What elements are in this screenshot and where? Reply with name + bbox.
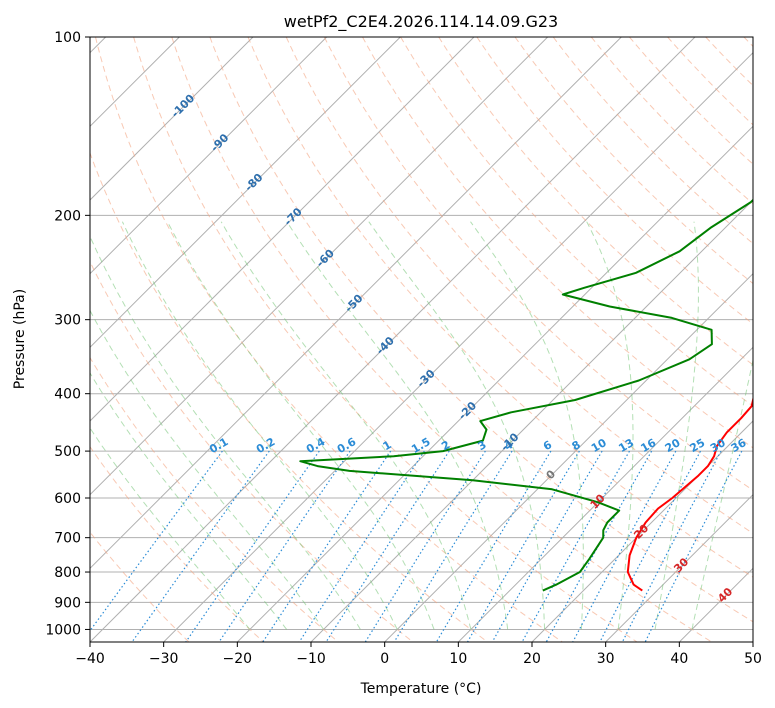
mixing-ratio-line [621, 450, 722, 642]
dry-adiabat-line [171, 37, 712, 642]
y-tick-label: 300 [54, 313, 81, 329]
moist-adiabat-line [90, 235, 361, 630]
isotherm-line [163, 51, 753, 642]
mixing-ratio-line [185, 450, 320, 642]
mixing-ratio-line [435, 450, 552, 642]
y-tick-label: 400 [54, 387, 81, 403]
y-tick-label: 800 [54, 565, 81, 581]
moist-adiabat-line [470, 221, 584, 630]
x-tick-label: 40 [670, 651, 688, 667]
moist-adiabat-line [90, 309, 324, 630]
dry-adiabat-line [400, 37, 753, 407]
dry-adiabat-line [552, 37, 753, 245]
moist-adiabat-line [121, 221, 398, 630]
mixing-ratio-line [218, 450, 351, 642]
x-tick-label: −40 [75, 651, 105, 667]
isotherm-line [531, 420, 753, 642]
y-tick-label: 700 [54, 531, 81, 547]
y-tick-label: 600 [54, 491, 81, 507]
dry-adiabat-line [90, 445, 264, 642]
dry-adiabat-line [90, 356, 339, 642]
x-tick-label: 10 [449, 651, 467, 667]
dry-adiabat-line [285, 37, 753, 534]
moist-adiabat-line [654, 221, 699, 630]
isotherm-line [236, 125, 753, 642]
y-tick-label: 1000 [45, 622, 81, 638]
x-tick-label: 0 [380, 651, 389, 667]
mixing-ratio-line [545, 450, 653, 642]
dry-adiabat-line [90, 260, 414, 642]
plot-frame [89, 36, 754, 643]
dry-adiabat-line [362, 37, 753, 449]
mixing-ratio-line [466, 450, 580, 642]
mixing-ratio-line [393, 450, 513, 642]
isotherm-line [90, 37, 696, 642]
isotherm-line [457, 346, 753, 642]
dewpoint-profile-line [299, 198, 753, 592]
isotherm-line [90, 37, 401, 349]
x-tick-label: −30 [149, 651, 179, 667]
y-tick-label: 900 [54, 595, 81, 611]
isotherm-line [90, 37, 549, 496]
temperature-profile-line [626, 395, 753, 592]
y-tick-label: 200 [54, 208, 81, 224]
isotherm-line [90, 37, 328, 275]
mixing-ratio-line [599, 450, 702, 642]
x-tick-label: −20 [223, 651, 253, 667]
isotherm-line [90, 37, 475, 422]
y-tick-label: 500 [54, 444, 81, 460]
x-tick-label: −10 [296, 651, 326, 667]
isotherm-line [90, 37, 254, 201]
x-axis-label: Temperature (°C) [360, 681, 482, 697]
dry-adiabat-line [95, 37, 563, 642]
dry-adiabat-line [590, 37, 753, 205]
mixing-ratio-line [364, 450, 486, 642]
x-tick-label: 30 [597, 651, 615, 667]
moist-adiabat-line [368, 221, 546, 630]
isotherm-line [90, 37, 622, 570]
mixing-ratio-line [491, 450, 603, 642]
dry-adiabat-line [133, 37, 638, 642]
mixing-ratio-line [572, 450, 677, 642]
mixing-ratio-line [521, 450, 631, 642]
y-tick-label: 100 [54, 30, 81, 46]
x-tick-label: 20 [523, 651, 541, 667]
dry-adiabat-line [438, 37, 753, 366]
dry-adiabat-line [209, 37, 753, 623]
dry-adiabat-line [323, 37, 753, 491]
moist-adiabat-line [586, 221, 634, 630]
moist-adiabat-line [286, 221, 509, 630]
chart-title: wetPf2_C2E4.2026.114.14.09.G23 [284, 12, 558, 32]
dry-adiabat-line [247, 37, 753, 578]
isotherm-line [384, 272, 753, 642]
moist-adiabat-line [691, 357, 753, 630]
mixing-ratio-line [131, 450, 270, 642]
isotherm-line [605, 493, 753, 642]
y-axis-label: Pressure (hPa) [12, 289, 28, 389]
x-tick-label: 50 [744, 651, 762, 667]
